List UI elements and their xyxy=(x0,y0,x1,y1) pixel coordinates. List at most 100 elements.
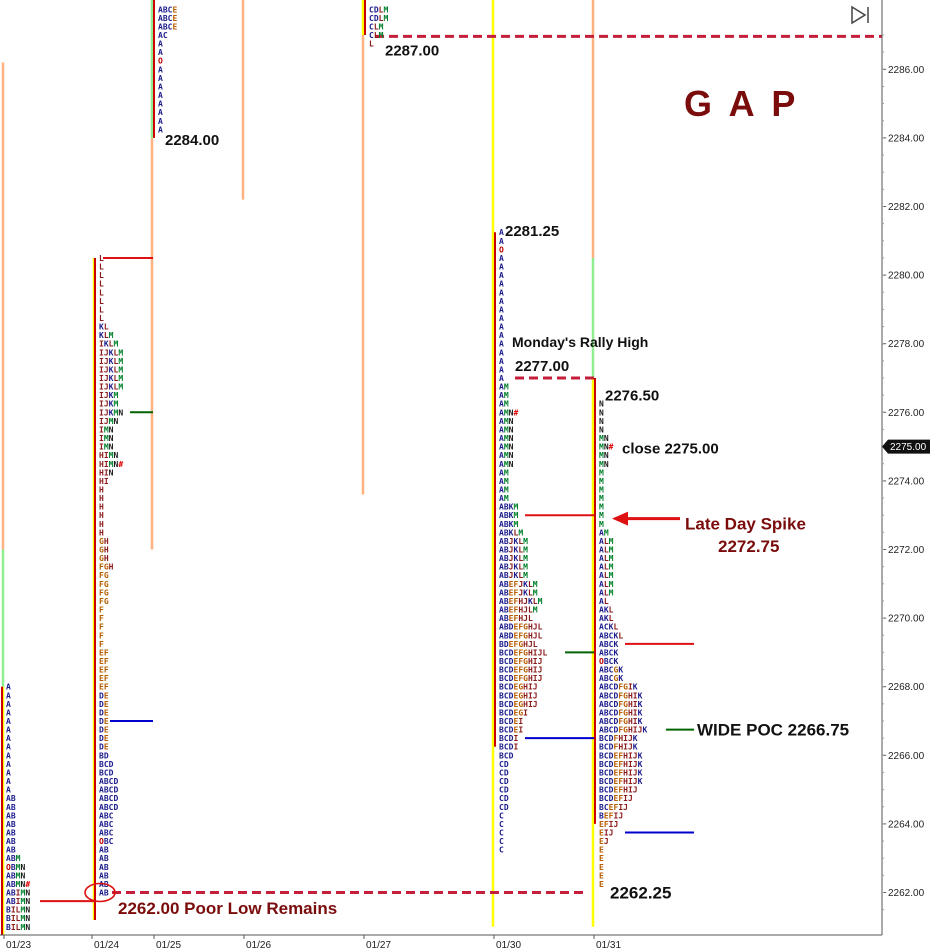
tpo-row: ABCDFGHIK xyxy=(599,708,643,717)
tpo-row: AMN xyxy=(499,451,514,460)
tpo-row: BCDEFHIJK xyxy=(599,768,643,777)
play-end-icon[interactable] xyxy=(848,4,874,26)
tpo-row: ABEFHJKLM xyxy=(499,597,543,606)
tpo-row: CD xyxy=(499,786,509,795)
tpo-row: AB xyxy=(99,863,109,872)
tpo-row: ABC xyxy=(99,811,114,820)
tpo-row: AB xyxy=(6,820,16,829)
tpo-row: A xyxy=(6,726,11,735)
y-tick-label: 2272.00 xyxy=(888,545,925,556)
tpo-row: M xyxy=(599,494,604,503)
tpo-row: ABKM xyxy=(499,511,518,520)
tpo-row: BCDFHIJK xyxy=(599,734,638,743)
tpo-row: ALM xyxy=(599,571,614,580)
tpo-row: EF xyxy=(99,657,109,666)
tpo-row: C xyxy=(499,846,504,855)
tpo-row: ABCDFGHIK xyxy=(599,691,643,700)
y-tick-label: 2286.00 xyxy=(888,65,925,76)
tpo-profiles: AAAAAAAAAAAAAABABABABABABABABMOBMNABMNAB… xyxy=(1,0,647,935)
tpo-row: CLM xyxy=(369,22,384,31)
tpo-row: F xyxy=(99,623,104,632)
tpo-row: ABM xyxy=(6,854,21,863)
tpo-row: ABCDFGIK xyxy=(599,683,638,692)
tpo-row: AB xyxy=(99,854,109,863)
tpo-row: A xyxy=(6,751,11,760)
tpo-row: BCDEFHIJK xyxy=(599,751,643,760)
tpo-row: BCDFHIJK xyxy=(599,743,638,752)
poor-low-circle xyxy=(84,882,116,903)
tpo-row: A xyxy=(499,297,504,306)
tpo-row: ALM xyxy=(599,537,614,546)
y-tick-label: 2284.00 xyxy=(888,133,925,144)
tpo-row: AKL xyxy=(599,614,614,623)
tpo-row: AB xyxy=(99,871,109,880)
tpo-row: DE xyxy=(99,708,109,717)
annotation-label: 2262.00 Poor Low Remains xyxy=(118,899,337,918)
annotation-label: Monday's Rally High xyxy=(512,334,648,350)
tpo-row: BD xyxy=(99,751,109,760)
tpo-row: A xyxy=(499,314,504,323)
tpo-row: ABJKLM xyxy=(499,554,528,563)
tpo-row: ABC xyxy=(99,828,114,837)
tpo-row: EJ xyxy=(599,837,609,846)
tpo-row: MN xyxy=(599,451,609,460)
tpo-row: N xyxy=(599,400,604,409)
tpo-row: AMN xyxy=(499,443,514,452)
tpo-row: C xyxy=(499,820,504,829)
annotation-label: 2287.00 xyxy=(385,43,439,60)
x-tick-label: 01/26 xyxy=(246,940,271,950)
y-tick-label: 2270.00 xyxy=(888,614,925,625)
tpo-row: ABEFHJLM xyxy=(499,606,538,615)
tpo-row: KL xyxy=(99,323,109,332)
tpo-row: BCEFIJ xyxy=(599,803,628,812)
tpo-row: IJKLM xyxy=(99,374,123,383)
tpo-row: AB xyxy=(99,846,109,855)
tpo-row: BCDEI xyxy=(499,717,523,726)
tpo-row: A xyxy=(499,331,504,340)
tpo-row: FGH xyxy=(99,563,114,572)
current-price-label: 2275.00 xyxy=(890,442,927,453)
tpo-row: MN# xyxy=(599,443,614,452)
tpo-row: L xyxy=(99,314,104,323)
annotation-label: 2284.00 xyxy=(165,132,219,149)
tpo-row: A xyxy=(499,263,504,272)
tpo-row: A xyxy=(6,768,11,777)
tpo-row: A xyxy=(158,82,163,91)
tpo-row: AMN# xyxy=(499,408,518,417)
tpo-row: ABJKLM xyxy=(499,537,528,546)
tpo-row: IJKMN xyxy=(99,408,123,417)
tpo-row: AM xyxy=(499,400,509,409)
tpo-row: BCDEI xyxy=(499,726,523,735)
tpo-row: ABCDFGHIJK xyxy=(599,726,647,735)
tpo-row: ABDEFGHJL xyxy=(499,631,543,640)
tpo-row: A xyxy=(158,91,163,100)
tpo-row: AB xyxy=(6,828,16,837)
y-tick-label: 2278.00 xyxy=(888,339,925,350)
tpo-row: IJKLM xyxy=(99,357,123,366)
x-tick-label: 01/31 xyxy=(596,940,621,950)
tpo-row: L xyxy=(99,280,104,289)
y-tick-label: 2266.00 xyxy=(888,751,925,762)
tpo-row: A xyxy=(158,74,163,83)
tpo-row: CD xyxy=(499,760,509,769)
tpo-row: E xyxy=(599,871,604,880)
tpo-row: ABEFJKLM xyxy=(499,588,538,597)
tpo-row: N xyxy=(599,417,604,426)
tpo-row: AB xyxy=(6,846,16,855)
tpo-row: A xyxy=(499,288,504,297)
level-lines xyxy=(40,34,882,903)
tpo-row: ABCE xyxy=(158,14,177,23)
tpo-row: FG xyxy=(99,597,109,606)
tpo-row: A xyxy=(6,786,11,795)
tpo-row: A xyxy=(499,280,504,289)
tpo-row: AM xyxy=(499,468,509,477)
tpo-row: HI xyxy=(99,477,109,486)
tpo-row: ABMN xyxy=(6,871,25,880)
tpo-row: AM xyxy=(499,391,509,400)
current-price-badge xyxy=(882,439,930,454)
tpo-row: F xyxy=(99,606,104,615)
tpo-row: ABCGK xyxy=(599,666,623,675)
tpo-row: ALM xyxy=(599,554,614,563)
